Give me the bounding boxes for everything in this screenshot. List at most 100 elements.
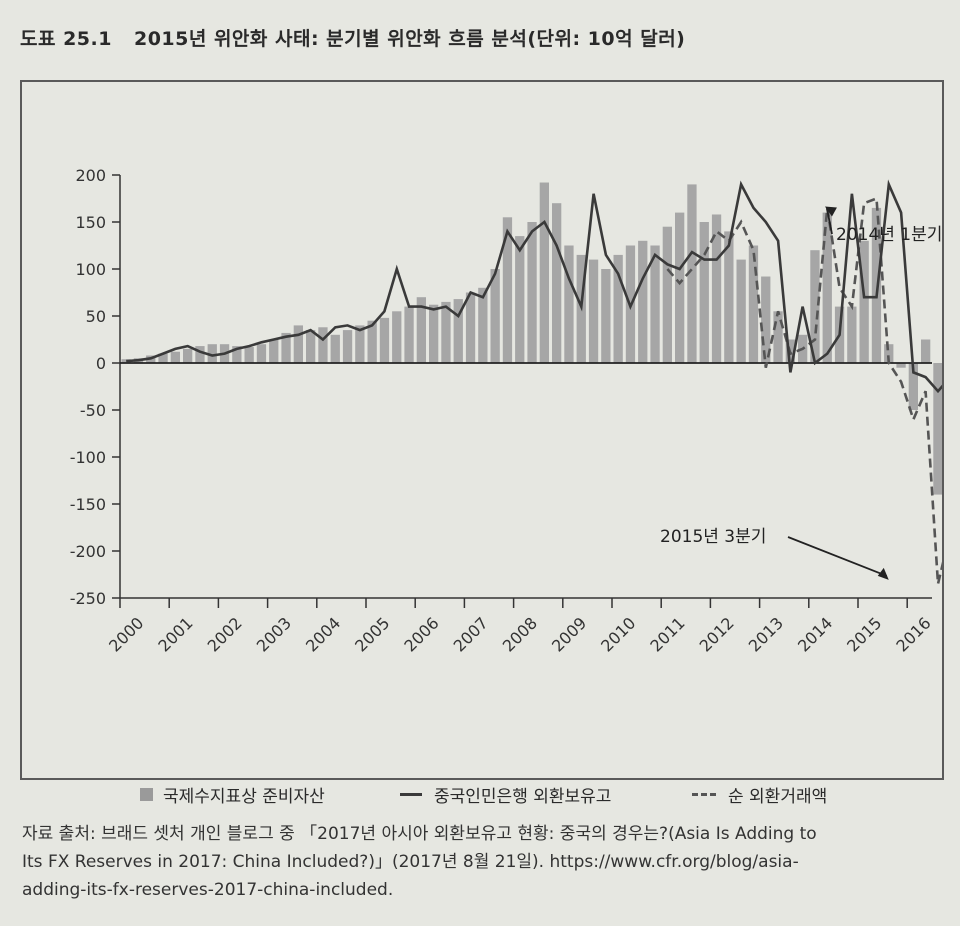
bar xyxy=(613,254,623,363)
bar xyxy=(638,240,648,363)
bar xyxy=(699,222,709,363)
bar xyxy=(588,259,599,363)
bar xyxy=(170,351,180,363)
bar xyxy=(773,311,783,363)
bar xyxy=(195,346,205,363)
figure-label: 도표 25.1 xyxy=(20,28,112,50)
bar xyxy=(847,306,857,363)
source-line-2: Its FX Reserves in 2017: China Included?… xyxy=(22,852,799,872)
annotation-2014: 2014년 1분기 xyxy=(836,225,942,245)
legend-line: 중국인민은행 외환보유고 xyxy=(400,782,611,807)
bar xyxy=(564,245,574,363)
bar xyxy=(453,299,463,363)
bar xyxy=(822,212,832,363)
bar xyxy=(441,301,451,363)
annotation-2015-arrowhead xyxy=(877,567,889,580)
bar xyxy=(884,344,894,363)
legend-line-label: 중국인민은행 외환보유고 xyxy=(434,787,612,807)
legend-dashed: 순 외환거래액 xyxy=(692,782,827,807)
x-tick-label: 2001 xyxy=(154,613,196,655)
annotation-2015: 2015년 3분기 xyxy=(660,527,766,547)
legend-bars: 국제수지표상 준비자산 xyxy=(140,782,325,807)
bar xyxy=(515,236,525,363)
pboc-reserves-line xyxy=(126,179,942,394)
x-tick-label: 2016 xyxy=(892,613,934,655)
bar xyxy=(711,214,722,363)
x-tick-label: 2015 xyxy=(843,613,885,655)
bar xyxy=(183,348,193,363)
bar xyxy=(675,212,685,363)
bar xyxy=(342,330,353,363)
bar xyxy=(896,363,906,368)
x-tick-label: 2004 xyxy=(302,613,344,655)
bar xyxy=(810,250,820,363)
chart-frame: 200 150 100 50 0 -50 -100 -150 -200 -250 2000 2001 2… xyxy=(20,80,944,807)
bar xyxy=(256,344,267,363)
source-line-3: adding-its-fx-reserves-2017-china-includ… xyxy=(22,880,394,900)
x-tick-label: 2011 xyxy=(646,613,688,655)
x-tick-label: 2003 xyxy=(253,613,295,655)
x-tick-label: 2005 xyxy=(351,613,393,655)
bar xyxy=(355,325,365,363)
annotation-2014-arrow xyxy=(826,208,833,235)
bar xyxy=(662,226,672,363)
legend-dash-swatch xyxy=(692,793,716,796)
bar xyxy=(736,259,746,363)
bar xyxy=(933,363,942,495)
bar xyxy=(121,359,131,363)
y-tick-label: -150 xyxy=(70,495,106,514)
bar xyxy=(281,332,291,363)
figure-title: 도표 25.1 2015년 위안화 사태: 분기별 위안화 흐름 분석(단위: 1… xyxy=(20,24,685,51)
x-tick-label: 2009 xyxy=(548,613,590,655)
legend-line-swatch xyxy=(400,793,422,796)
bar xyxy=(244,347,254,363)
y-tick-label: -100 xyxy=(70,448,106,467)
legend-dashed-label: 순 외환거래액 xyxy=(728,787,828,807)
net-fx-dashed-line xyxy=(666,196,942,585)
bar xyxy=(429,304,439,363)
x-tick-label: 2000 xyxy=(105,613,147,655)
x-tick-label: 2013 xyxy=(745,613,787,655)
x-tick-label: 2010 xyxy=(597,613,639,655)
bar xyxy=(392,311,402,363)
y-tick-label: 150 xyxy=(75,213,106,232)
bar xyxy=(921,339,931,363)
y-tick-label: -250 xyxy=(70,589,106,608)
bar xyxy=(330,334,340,363)
y-tick-label: 50 xyxy=(86,307,106,326)
annotation-2014-arrowhead xyxy=(824,206,837,217)
x-tick-label: 2007 xyxy=(450,613,492,655)
chart-svg: 200 150 100 50 0 -50 -100 -150 -200 -250 2000 2001 2… xyxy=(70,166,942,656)
bar xyxy=(158,353,168,363)
bar xyxy=(601,269,611,363)
bar xyxy=(416,297,426,363)
bar xyxy=(478,287,488,363)
y-tick-label: 0 xyxy=(96,354,106,373)
bar xyxy=(379,317,390,363)
x-tick-label: 2008 xyxy=(499,613,541,655)
annotation-2015-arrow xyxy=(787,536,888,577)
bar xyxy=(367,320,377,363)
y-tick-label: 200 xyxy=(75,166,106,185)
source-line-1: 자료 출처: 브래드 셋처 개인 블로그 중 「2017년 아시아 외환보유고 … xyxy=(22,824,817,844)
y-tick-label: -200 xyxy=(70,542,106,561)
bar xyxy=(724,231,734,363)
bar xyxy=(539,182,549,363)
x-tick-label: 2006 xyxy=(400,613,442,655)
bar xyxy=(871,207,882,363)
source-note: 자료 출처: 브래드 셋처 개인 블로그 중 「2017년 아시아 외환보유고 … xyxy=(22,820,942,904)
bar xyxy=(502,217,513,363)
bar xyxy=(232,346,242,363)
bar xyxy=(552,203,562,363)
figure-title-text: 2015년 위안화 사태: 분기별 위안화 흐름 분석(단위: 10억 달러) xyxy=(133,28,686,50)
bar xyxy=(207,344,217,363)
y-tick-label: -50 xyxy=(80,401,106,420)
x-tick-label: 2014 xyxy=(794,613,836,655)
y-tick-label: 100 xyxy=(75,260,106,279)
bar xyxy=(269,339,279,363)
bar xyxy=(465,292,476,363)
bar xyxy=(650,245,660,363)
bar xyxy=(306,330,316,363)
bar xyxy=(748,245,759,363)
bar xyxy=(490,269,500,363)
